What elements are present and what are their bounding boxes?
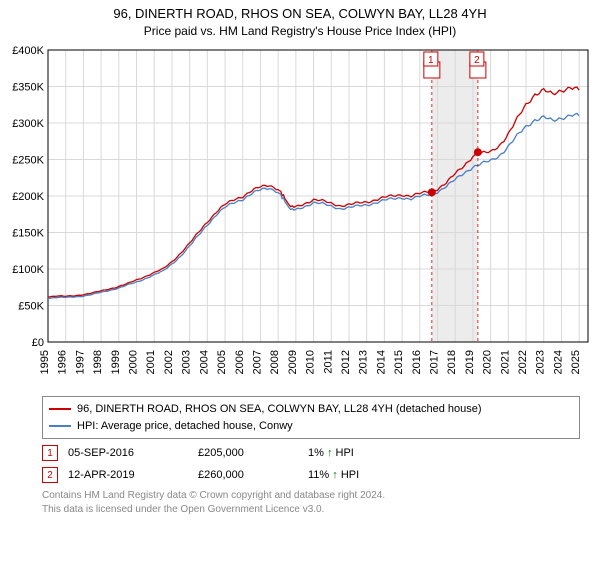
- svg-text:1996: 1996: [57, 350, 69, 374]
- svg-text:2006: 2006: [234, 350, 246, 374]
- svg-text:2012: 2012: [340, 350, 352, 374]
- svg-text:2013: 2013: [358, 350, 370, 374]
- svg-text:1999: 1999: [110, 350, 122, 374]
- svg-text:2020: 2020: [482, 350, 494, 374]
- svg-text:2005: 2005: [216, 350, 228, 374]
- svg-text:2001: 2001: [145, 350, 157, 374]
- svg-text:£0: £0: [32, 337, 44, 349]
- legend-item: 96, DINERTH ROAD, RHOS ON SEA, COLWYN BA…: [49, 401, 573, 418]
- transaction-date: 05-SEP-2016: [68, 447, 188, 459]
- attribution: Contains HM Land Registry data © Crown c…: [42, 489, 580, 516]
- svg-text:2025: 2025: [570, 350, 582, 374]
- svg-text:£300K: £300K: [12, 118, 44, 130]
- legend-label: 96, DINERTH ROAD, RHOS ON SEA, COLWYN BA…: [77, 401, 482, 418]
- transaction-row: 1 05-SEP-2016 £205,000 1% ↑ HPI: [42, 445, 580, 461]
- chart-subtitle: Price paid vs. HM Land Registry's House …: [0, 24, 600, 38]
- arrow-up-icon: ↑: [327, 447, 333, 459]
- svg-text:£400K: £400K: [12, 45, 44, 57]
- svg-text:£50K: £50K: [18, 301, 44, 313]
- transaction-price: £260,000: [198, 469, 298, 481]
- chart-title: 96, DINERTH ROAD, RHOS ON SEA, COLWYN BA…: [0, 6, 600, 21]
- svg-text:2004: 2004: [198, 350, 210, 374]
- svg-text:£200K: £200K: [12, 191, 44, 203]
- transaction-pct: 1% ↑ HPI: [308, 447, 448, 459]
- svg-text:2022: 2022: [517, 350, 529, 374]
- svg-text:2: 2: [474, 55, 480, 66]
- transactions-table: 1 05-SEP-2016 £205,000 1% ↑ HPI 2 12-APR…: [42, 445, 580, 483]
- svg-text:2023: 2023: [535, 350, 547, 374]
- svg-text:2010: 2010: [305, 350, 317, 374]
- svg-text:£100K: £100K: [12, 264, 44, 276]
- line-chart: £0 £50K £100K £150K £200K £250K £300K £350K £400…: [4, 42, 594, 392]
- svg-text:1997: 1997: [74, 350, 86, 374]
- transaction-price: £205,000: [198, 447, 298, 459]
- legend-item: HPI: Average price, detached house, Conw…: [49, 418, 573, 435]
- svg-text:1998: 1998: [92, 350, 104, 374]
- arrow-up-icon: ↑: [332, 469, 338, 481]
- transaction-date: 12-APR-2019: [68, 469, 188, 481]
- chart-area: £0 £50K £100K £150K £200K £250K £300K £350K £400…: [4, 42, 594, 392]
- svg-text:2021: 2021: [499, 350, 511, 374]
- legend-swatch: [49, 408, 71, 410]
- legend-swatch: [49, 425, 71, 427]
- svg-text:£250K: £250K: [12, 155, 44, 167]
- attribution-line: Contains HM Land Registry data © Crown c…: [42, 489, 580, 503]
- legend-label: HPI: Average price, detached house, Conw…: [77, 418, 293, 435]
- svg-text:£350K: £350K: [12, 82, 44, 94]
- transaction-marker: 1: [42, 445, 58, 461]
- svg-text:2000: 2000: [128, 350, 140, 374]
- svg-text:2007: 2007: [251, 350, 263, 374]
- svg-text:2011: 2011: [322, 350, 334, 374]
- svg-text:2019: 2019: [464, 350, 476, 374]
- svg-text:2008: 2008: [269, 350, 281, 374]
- svg-text:2016: 2016: [411, 350, 423, 374]
- svg-text:2018: 2018: [446, 350, 458, 374]
- svg-text:1: 1: [428, 55, 434, 66]
- svg-text:2009: 2009: [287, 350, 299, 374]
- attribution-line: This data is licensed under the Open Gov…: [42, 503, 580, 517]
- svg-text:£150K: £150K: [12, 228, 44, 240]
- svg-text:1995: 1995: [39, 350, 51, 374]
- svg-text:2002: 2002: [163, 350, 175, 374]
- transaction-pct: 11% ↑ HPI: [308, 469, 448, 481]
- transaction-row: 2 12-APR-2019 £260,000 11% ↑ HPI: [42, 467, 580, 483]
- svg-text:2014: 2014: [375, 350, 387, 374]
- svg-text:2003: 2003: [181, 350, 193, 374]
- transaction-marker: 2: [42, 467, 58, 483]
- svg-text:2024: 2024: [552, 350, 564, 374]
- legend: 96, DINERTH ROAD, RHOS ON SEA, COLWYN BA…: [42, 396, 580, 439]
- svg-text:2017: 2017: [429, 350, 441, 374]
- svg-text:2015: 2015: [393, 350, 405, 374]
